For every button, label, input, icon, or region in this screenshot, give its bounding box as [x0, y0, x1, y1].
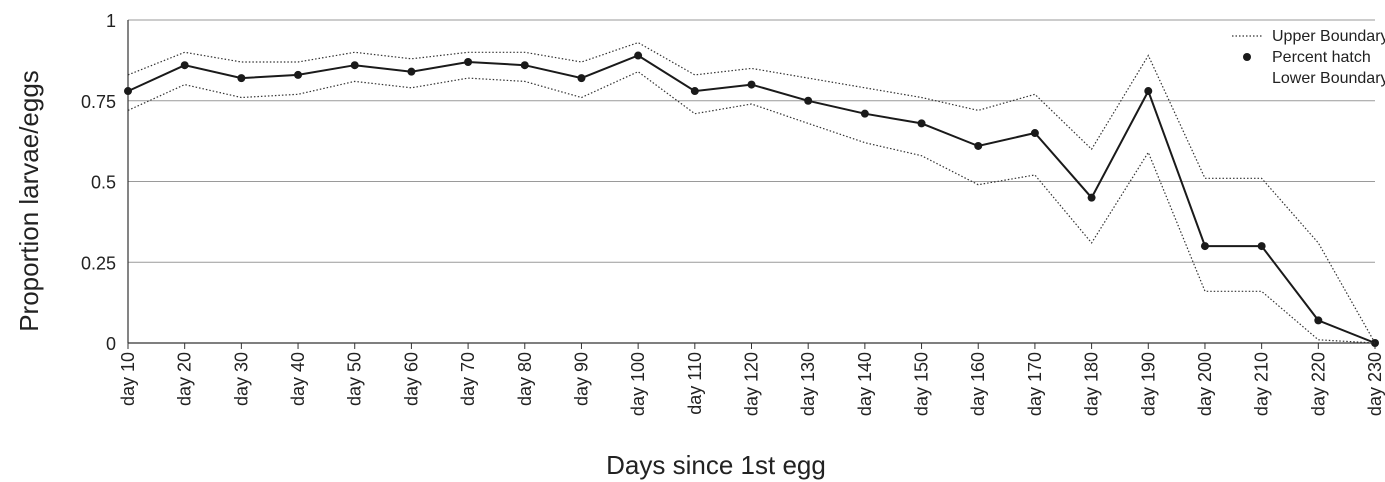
series-group [124, 41, 1379, 347]
x-axis-label: Days since 1st egg [606, 450, 826, 480]
x-tick-label: day 60 [401, 352, 421, 406]
x-tick-label: day 120 [742, 352, 762, 416]
grid-lines [128, 19, 1375, 263]
x-tick-label: day 180 [1082, 352, 1102, 416]
x-tick-label: day 30 [231, 352, 251, 406]
data-point-percent-hatch [747, 80, 756, 89]
x-tick-label: day 130 [798, 352, 818, 416]
x-tick-label: day 80 [515, 352, 535, 406]
data-point-percent-hatch [180, 61, 189, 70]
legend-percent-hatch-label: Percent hatch [1272, 49, 1371, 66]
data-point-percent-hatch [124, 87, 132, 96]
data-point-percent-hatch [860, 109, 869, 118]
x-tick-label: day 190 [1138, 352, 1158, 416]
legend-percent-hatch-marker [1243, 53, 1251, 61]
y-tick-label: 0.25 [81, 253, 116, 273]
data-point-percent-hatch [294, 70, 303, 79]
x-tick-label: day 40 [288, 352, 308, 406]
series-line-percent-hatch [127, 54, 1376, 344]
x-tick-label: day 140 [855, 352, 875, 416]
data-point-percent-hatch [690, 87, 699, 96]
data-point-percent-hatch [974, 141, 983, 150]
data-point-percent-hatch [464, 57, 473, 66]
data-point-percent-hatch [1087, 193, 1096, 202]
x-tick-label: day 220 [1308, 352, 1328, 416]
legend-lower-boundary-label: Lower Boundary [1272, 70, 1385, 87]
data-point-percent-hatch [407, 67, 416, 76]
series-line-lower-boundary [127, 71, 1376, 344]
x-tick-label: day 90 [571, 352, 591, 406]
x-tick-label: day 200 [1195, 352, 1215, 416]
x-tick-label: day 100 [628, 352, 648, 416]
series-line-upper-boundary [127, 41, 1376, 344]
legend-upper-boundary-label: Upper Boundary [1272, 28, 1385, 45]
data-point-percent-hatch [917, 119, 926, 128]
data-point-percent-hatch [1257, 242, 1266, 251]
x-tick-label: day 160 [968, 352, 988, 416]
data-point-percent-hatch [634, 51, 643, 60]
y-tick-label: 0 [106, 334, 116, 354]
y-axis-label: Proportion larvae/eggs [14, 70, 44, 332]
x-tick-label: day 170 [1025, 352, 1045, 416]
data-point-percent-hatch [577, 74, 586, 83]
data-point-percent-hatch [1030, 129, 1039, 138]
data-point-percent-hatch [350, 61, 359, 70]
x-tick-label: day 20 [175, 352, 195, 406]
x-tick-label: day 10 [118, 352, 138, 406]
data-point-percent-hatch [804, 96, 813, 105]
data-point-percent-hatch [1144, 87, 1153, 96]
y-tick-label: 0.5 [91, 173, 116, 193]
data-point-percent-hatch [520, 61, 529, 70]
data-point-percent-hatch [1314, 316, 1323, 325]
x-axis-ticks: day 10 day 20 day 30 day 40 day 50 day 60 day … [118, 343, 1385, 416]
x-tick-label: day 110 [685, 352, 705, 415]
legend: Upper Boundary Percent hatch Lower Bound… [1232, 28, 1385, 87]
x-tick-label: day 230 [1365, 352, 1385, 416]
y-axis-ticks: 0 0.25 0.5 0.75 1 [81, 11, 116, 354]
x-tick-label: day 150 [912, 352, 932, 416]
data-point-percent-hatch [237, 74, 246, 83]
y-tick-label: 0.75 [81, 92, 116, 112]
x-tick-label: day 210 [1252, 352, 1272, 416]
x-tick-label: day 70 [458, 352, 478, 406]
data-point-percent-hatch [1200, 242, 1209, 251]
y-tick-label: 1 [106, 11, 116, 31]
x-tick-label: day 50 [345, 352, 365, 406]
